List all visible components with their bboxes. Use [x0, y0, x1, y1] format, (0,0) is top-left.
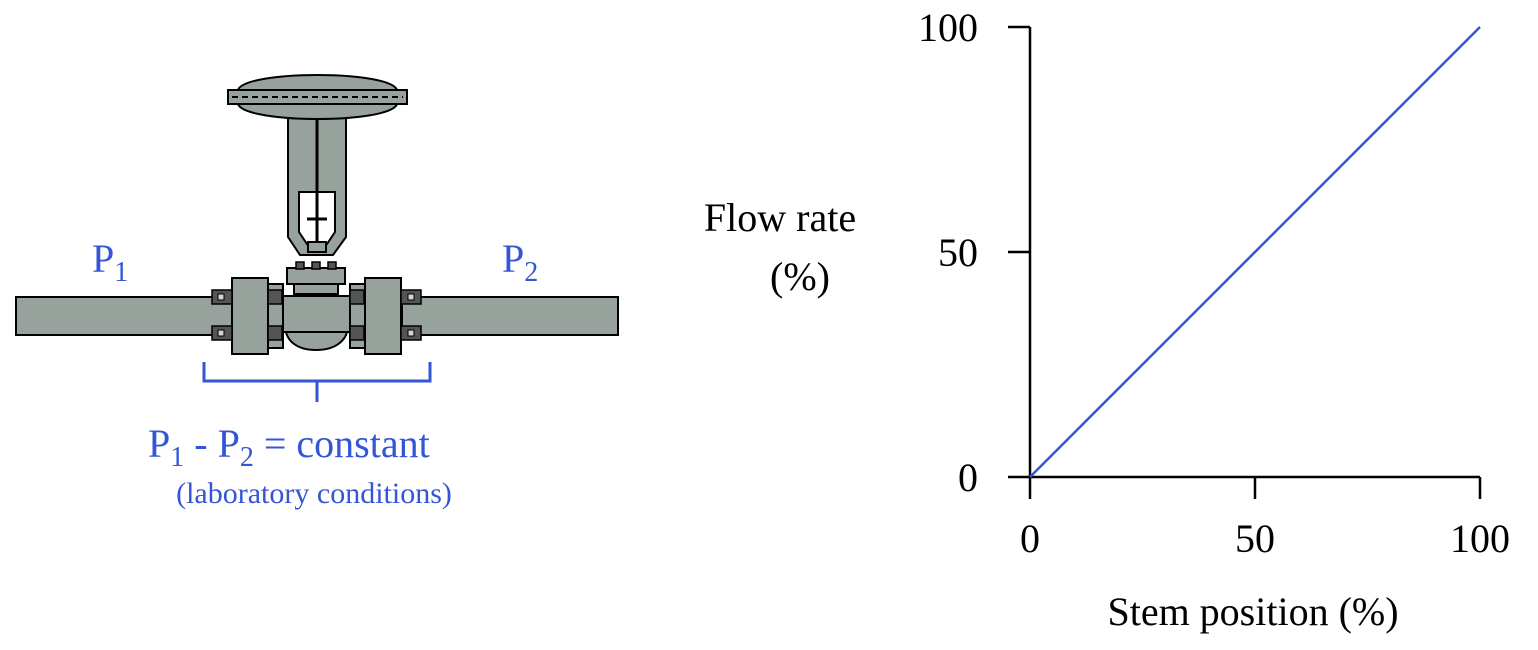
y-axis-label-line1: Flow rate	[704, 195, 856, 240]
control-valve-diagram: P1 P2 P1 - P2 = constant (laboratory con…	[15, 74, 619, 510]
p1-label: P1	[92, 236, 128, 288]
valve-body	[267, 295, 366, 352]
x-axis-label: Stem position (%)	[1107, 589, 1398, 634]
y-tick-label: 0	[958, 455, 978, 500]
y-tick-label: 50	[938, 230, 978, 275]
x-tick-label: 50	[1235, 516, 1275, 561]
axis-ticks: 0 50 100 0 50 100	[918, 5, 1510, 561]
left-flange-outer	[231, 277, 269, 355]
linear-characteristic-line	[1029, 26, 1481, 478]
x-tick-label: 100	[1450, 516, 1510, 561]
valve-yoke	[287, 100, 347, 256]
x-tick-label: 0	[1020, 516, 1040, 561]
upstream-pipe	[15, 296, 233, 336]
flange-bolts	[211, 289, 422, 341]
y-axis-label-line2: (%)	[770, 254, 830, 299]
bonnet-flange	[286, 261, 346, 295]
diaphragm-actuator	[227, 74, 408, 120]
right-flange-outer	[364, 277, 402, 355]
pressure-drop-bracket	[202, 362, 432, 402]
series-layer	[1029, 26, 1481, 478]
y-tick-label: 100	[918, 5, 978, 50]
laboratory-conditions-note: (laboratory conditions)	[176, 477, 452, 510]
downstream-pipe	[401, 296, 619, 336]
p2-label: P2	[502, 236, 538, 288]
flow-characteristic-chart: Flow rate (%) Stem position (%) 0 50 100 0 5…	[704, 5, 1510, 634]
pressure-drop-equation: P1 - P2 = constant	[148, 421, 430, 473]
